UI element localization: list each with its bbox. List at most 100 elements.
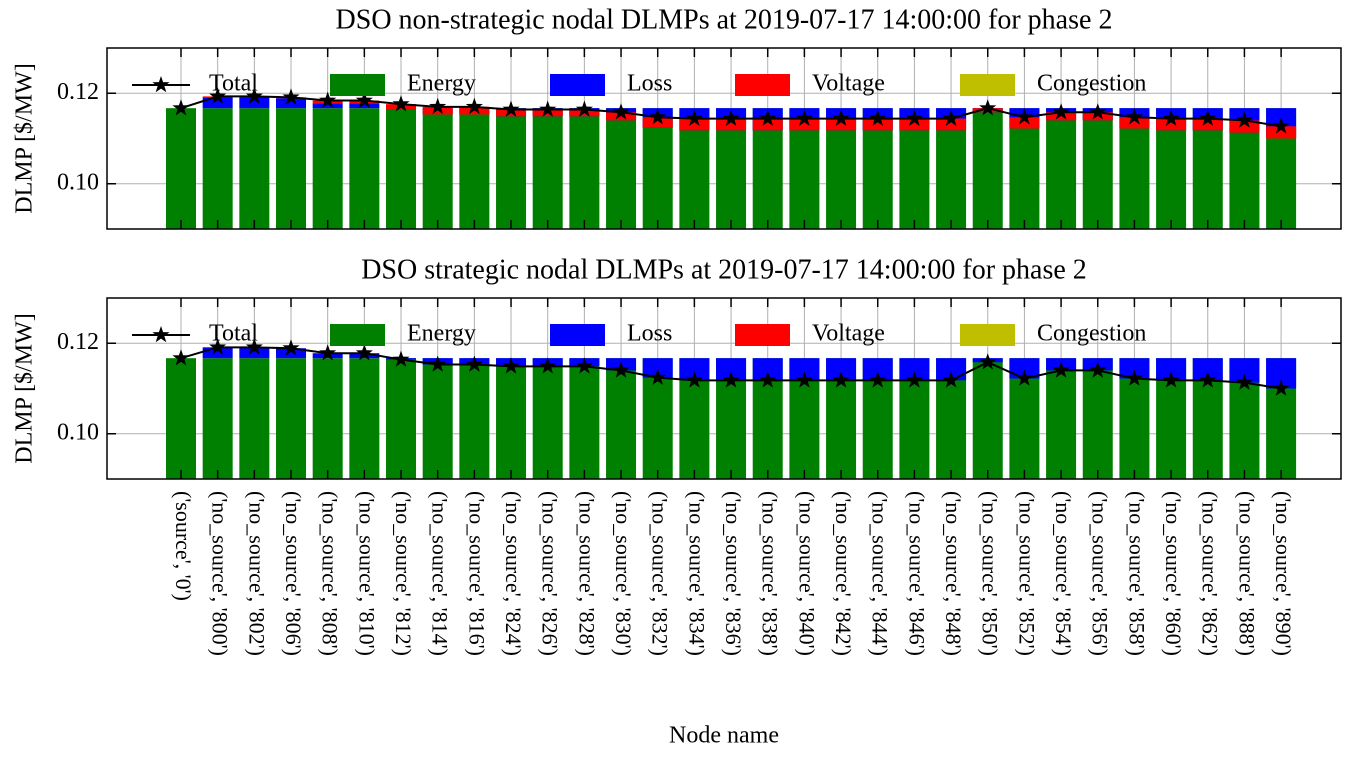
y-axis-label: DLMP [$/MW]: [12, 63, 38, 213]
x-tick-label: ('no_source', '836'): [721, 491, 746, 656]
x-tick-label: ('no_source', '834'): [684, 491, 709, 656]
total-marker: [832, 371, 850, 388]
bar-segment: [1082, 358, 1113, 479]
legend-swatch: [960, 324, 1015, 346]
total-marker: [319, 344, 337, 361]
legend-label: Voltage: [812, 321, 885, 347]
legend-swatch: [550, 74, 605, 96]
chart-title: DSO strategic nodal DLMPs at 2019-07-17 …: [361, 254, 1087, 285]
axes-frame: [106, 47, 1342, 230]
bar-segment: [972, 108, 1003, 229]
x-tick-label: ('no_source', '832'): [648, 491, 673, 656]
bar-segment: [1082, 108, 1113, 229]
bar-segment: [826, 118, 857, 131]
x-tick-label: ('no_source', '826'): [538, 491, 563, 656]
total-marker: [282, 88, 300, 105]
legend-label: Voltage: [812, 71, 885, 97]
x-tick-label: ('no_source', '812'): [391, 491, 416, 656]
bar-segment: [899, 118, 930, 131]
bar-segment: [569, 358, 600, 479]
legend-label: Total: [209, 71, 258, 97]
bar-segment: [422, 106, 453, 115]
bar-segment: [1156, 118, 1187, 131]
total-marker: [392, 95, 410, 112]
total-marker: [1015, 369, 1033, 386]
bar-segment: [1119, 117, 1150, 129]
bar-segment: [606, 108, 637, 229]
total-marker: [1052, 361, 1070, 378]
bar-segment: [606, 358, 637, 479]
total-marker: [355, 344, 373, 361]
bar-segment: [716, 358, 747, 381]
total-marker: [795, 371, 813, 388]
x-tick-label: ('no_source', '828'): [574, 491, 599, 656]
x-tick-label: ('no_source', '830'): [611, 491, 636, 656]
bar-segment: [202, 108, 233, 229]
bar-segment: [1082, 112, 1113, 121]
bar-segment: [349, 103, 380, 109]
legend-label: Loss: [627, 321, 672, 347]
total-marker: [502, 357, 520, 374]
legend-marker: [152, 326, 170, 343]
bar-segment: [642, 358, 673, 378]
bar-segment: [862, 118, 893, 131]
x-tick-label: ('no_source', '860'): [1161, 491, 1186, 656]
total-marker: [1089, 361, 1107, 378]
bar-segment: [642, 117, 673, 128]
total-marker: [685, 109, 703, 126]
total-marker: [1089, 103, 1107, 120]
total-marker: [539, 100, 557, 117]
total-marker: [869, 371, 887, 388]
bar-segment: [239, 97, 270, 109]
bar-segment: [936, 118, 967, 131]
total-marker: [979, 353, 997, 370]
total-marker: [1015, 108, 1033, 125]
bar-segment: [899, 358, 930, 381]
bar-segment: [312, 103, 343, 109]
bar-segment: [349, 108, 380, 229]
total-marker: [869, 109, 887, 126]
bar-segment: [532, 108, 563, 229]
bar-segment: [422, 108, 453, 229]
total-marker: [759, 371, 777, 388]
total-marker: [649, 368, 667, 385]
legend-swatch: [735, 74, 790, 96]
x-tick-label: ('source', '0'): [171, 491, 196, 601]
bar-segment: [1009, 358, 1040, 379]
bar-segment: [789, 358, 820, 381]
bar-segment: [312, 358, 343, 479]
total-marker: [1125, 108, 1143, 125]
legend-swatch: [960, 74, 1015, 96]
bar-segment: [202, 358, 233, 479]
total-marker: [612, 361, 630, 378]
bar-segment: [496, 358, 527, 479]
x-tick-label: ('no_source', '810'): [354, 491, 379, 656]
legend-swatch: [735, 324, 790, 346]
y-tick-label: 0.12: [57, 329, 99, 355]
bar-segment: [716, 118, 747, 131]
x-tick-label: ('no_source', '850'): [978, 491, 1003, 656]
total-marker: [759, 109, 777, 126]
bar-segment: [276, 358, 307, 479]
bar-segment: [1046, 108, 1077, 229]
total-marker: [722, 109, 740, 126]
x-tick-label: ('no_source', '808'): [318, 491, 343, 656]
x-tick-label: ('no_source', '806'): [281, 491, 306, 656]
bar-segment: [386, 358, 417, 479]
bar-segment: [459, 358, 490, 479]
x-tick-label: ('no_source', '852'): [1014, 491, 1039, 656]
total-marker: [1235, 111, 1253, 128]
bar-segment: [789, 118, 820, 131]
total-marker: [575, 357, 593, 374]
total-marker: [245, 87, 263, 104]
x-tick-label: ('no_source', '824'): [501, 491, 526, 656]
x-tick-label: ('no_source', '890'): [1271, 491, 1296, 656]
total-marker: [539, 357, 557, 374]
total-marker: [942, 371, 960, 388]
bar-segment: [1192, 358, 1223, 381]
bar-segment: [679, 118, 710, 131]
bar-segment: [239, 108, 270, 229]
bar-segment: [276, 108, 307, 229]
bar-segment: [569, 108, 600, 229]
